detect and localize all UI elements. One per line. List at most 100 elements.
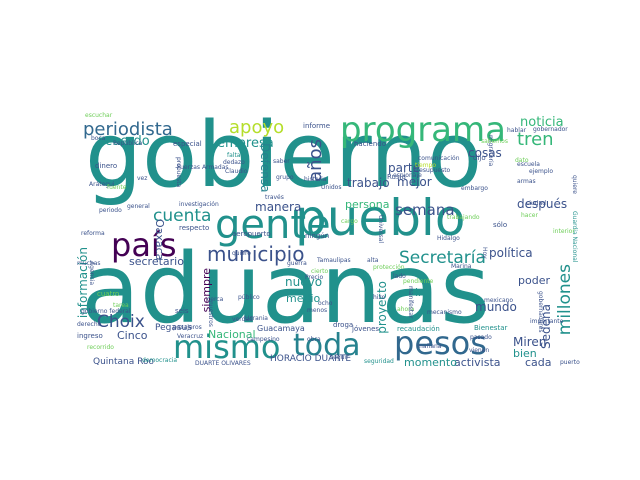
cloud-word: Oaxaca (153, 219, 166, 261)
cloud-word: armas (517, 178, 536, 185)
cloud-word: ejemplo (529, 168, 554, 175)
cloud-word: gobierno (85, 111, 483, 208)
cloud-word: mismo (173, 328, 281, 366)
cloud-word: noticia (520, 115, 564, 130)
cloud-word: cada (525, 356, 552, 369)
cloud-word: dato (515, 157, 529, 164)
cloud-word: aeropuerto (232, 230, 271, 238)
cloud-word: pasado (470, 334, 492, 341)
cloud-word: aduanas (81, 233, 491, 345)
cloud-word: Quintana Roo (93, 357, 154, 367)
cloud-word: tren (517, 129, 554, 150)
cloud-word: importante (530, 318, 564, 325)
cloud-word: cuatro (97, 290, 120, 298)
cloud-word: mejor (397, 175, 432, 189)
cloud-word: especial (173, 140, 202, 148)
cloud-word: momento (404, 356, 457, 369)
cloud-word: ingreso (77, 332, 103, 340)
cloud-word: programa (340, 111, 506, 150)
cloud-word: mexicano (484, 297, 514, 304)
cloud-word: trabajando (447, 214, 480, 221)
cloud-word: haciendo (354, 140, 386, 148)
cloud-word: espionaje (393, 172, 422, 179)
cloud-word: sabemos (481, 138, 508, 145)
cloud-word: Pegasus (155, 323, 192, 333)
cloud-word: comunicación (418, 155, 460, 162)
cloud-word: Fuerzas Armadas (177, 164, 229, 171)
cloud-word: Unidos (321, 184, 342, 191)
cloud-word: sólo (493, 221, 508, 229)
cloud-word: recorrido (87, 344, 114, 351)
cloud-word: Defensa (258, 143, 272, 193)
cloud-word: interior (553, 228, 575, 235)
cloud-word: hizo (373, 294, 386, 301)
cloud-word: vienen (469, 347, 490, 354)
cloud-word: gobierno federal (81, 308, 131, 315)
cloud-word: toda (293, 328, 361, 363)
cloud-word: Secretaría (399, 248, 486, 268)
cloud-word: parte (388, 161, 420, 175)
cloud-word: través (265, 194, 284, 201)
cloud-word: apoyo (229, 117, 285, 138)
cloud-word: mañana (417, 343, 442, 350)
cloud-word: Guacamaya (257, 324, 305, 333)
cloud-word: poder (518, 274, 550, 287)
cloud-word: Arátegui (89, 181, 115, 188)
cloud-word: Cinco (117, 329, 148, 342)
cloud-word: secretario (129, 255, 184, 268)
cloud-word: saber (273, 158, 290, 165)
cloud-word: fuente (107, 184, 127, 191)
cloud-word: gobernador (533, 126, 568, 133)
cloud-word: puerto (560, 359, 580, 366)
cloud-word: pesos (394, 324, 487, 362)
cloud-word: Precio (305, 274, 324, 281)
cloud-word: país (111, 226, 177, 264)
cloud-word: seis (175, 307, 189, 315)
cloud-word: informe (303, 122, 331, 130)
cloud-word: pasajeros (173, 324, 202, 331)
cloud-word: obra (307, 336, 321, 343)
cloud-word: respecto (179, 224, 210, 232)
cloud-word: reforma (81, 230, 105, 237)
cloud-word: gente (215, 202, 331, 248)
cloud-word: presupuesto (413, 167, 451, 174)
cloud-word: grupo (276, 174, 294, 181)
cloud-word: municipio (207, 242, 305, 266)
cloud-word: dinero (95, 162, 118, 170)
cloud-word: historia (304, 176, 327, 183)
cloud-word: persona (345, 198, 390, 211)
cloud-word: verdad (232, 316, 253, 323)
cloud-word: nuevo (285, 275, 323, 289)
cloud-word: medio (286, 292, 321, 305)
cloud-word: bien (513, 347, 537, 360)
cloud-word: falta (227, 152, 241, 159)
cloud-word: mundo (475, 300, 517, 314)
cloud-word: Bienestar (474, 324, 508, 332)
cloud-word: manifestar (407, 286, 414, 319)
cloud-word: manera (255, 200, 302, 214)
cloud-word: alta (367, 257, 379, 264)
cloud-word: muchas (77, 260, 101, 267)
cloud-word: democracia (142, 357, 178, 364)
cloud-word: recaudación (397, 325, 440, 333)
cloud-word: guerra (287, 260, 307, 267)
cloud-word: dijo (473, 154, 486, 162)
cloud-word: Hoy (481, 247, 488, 259)
cloud-word: cargo (341, 218, 358, 225)
cloud-word: Rusia (387, 173, 406, 181)
cloud-word: pendiente (403, 278, 434, 285)
cloud-word: Miren (513, 335, 547, 349)
cloud-word: ocho (318, 300, 333, 307)
cloud-word: Marina (451, 263, 472, 270)
cloud-word: lado (393, 273, 406, 280)
cloud-word: acuerdo (97, 134, 150, 149)
cloud-word: nuestros (207, 301, 214, 327)
cloud-word: campesino (247, 336, 280, 343)
cloud-word: después (517, 197, 568, 211)
cloud-word: propuesta (175, 157, 182, 188)
cloud-word: ahora (397, 306, 415, 313)
cloud-word: dedazo (223, 159, 245, 166)
cloud-word: boca (91, 135, 106, 142)
cloud-word: Nacional (208, 328, 256, 341)
cloud-word: cuenta (153, 206, 212, 226)
